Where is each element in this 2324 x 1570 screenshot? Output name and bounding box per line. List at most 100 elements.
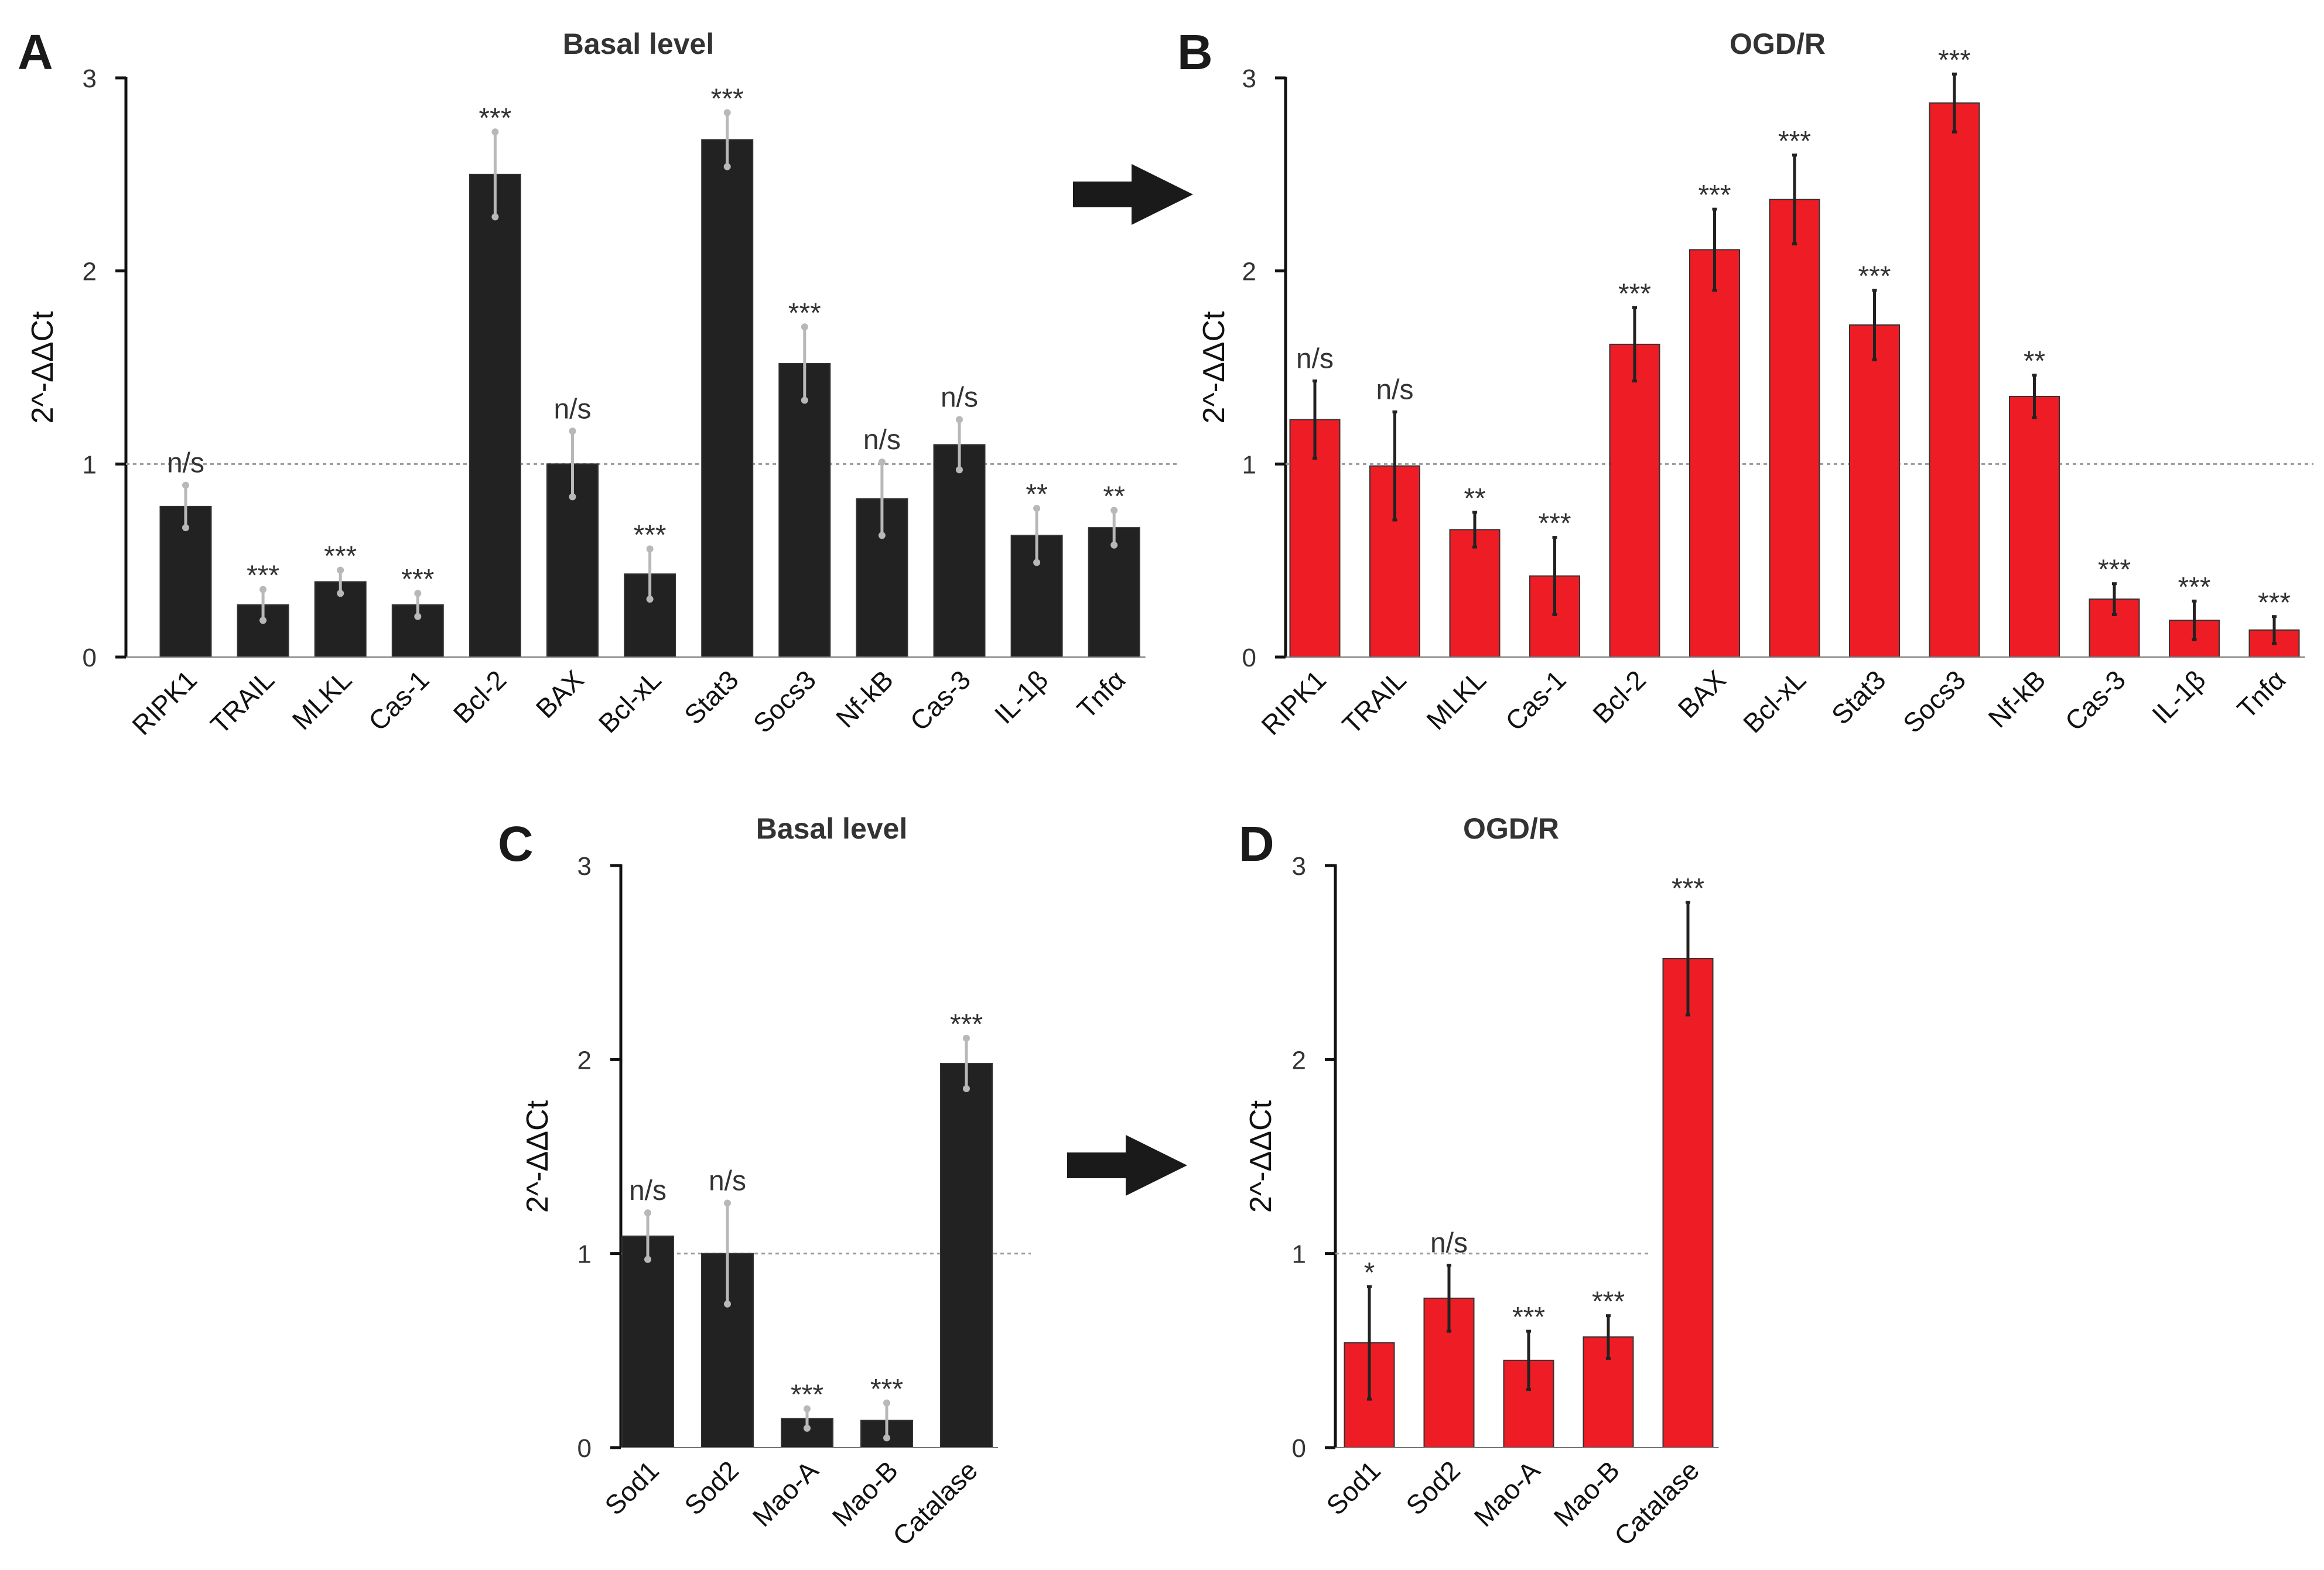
significance-label: n/s <box>1376 374 1413 405</box>
error-bar-cap <box>569 493 576 501</box>
error-bar-cap <box>337 590 344 597</box>
y-tick-label: 1 <box>83 450 97 479</box>
panel-letter: B <box>1177 25 1213 80</box>
x-tick-label: Sod2 <box>678 1455 744 1521</box>
bar-mlkl <box>1449 529 1501 658</box>
error-bar-cap <box>801 396 808 404</box>
x-tick-label: Bcl-2 <box>1587 664 1652 729</box>
significance-label: *** <box>1512 1302 1545 1333</box>
x-tick-label: Nf-kB <box>1982 664 2051 733</box>
y-tick-label: 3 <box>1292 852 1306 881</box>
bar-tnf <box>1088 527 1140 658</box>
significance-label: *** <box>479 102 511 134</box>
error-bar-cap <box>182 524 189 532</box>
significance-label: *** <box>1698 180 1731 211</box>
y-tick-label: 0 <box>1292 1434 1306 1463</box>
x-tick-label: Tnfα <box>1071 664 1132 724</box>
error-bar-cap <box>1033 505 1041 512</box>
bar-maob <box>1583 1336 1634 1448</box>
significance-label: *** <box>1592 1287 1625 1318</box>
error-bar-cap <box>414 590 422 597</box>
error-bar-cap <box>956 416 963 423</box>
bar-bclxl <box>1769 199 1820 658</box>
y-tick-label: 3 <box>83 64 97 93</box>
error-bar-cap <box>963 1085 970 1093</box>
x-tick-label: Stat3 <box>1826 664 1892 730</box>
significance-label: n/s <box>709 1166 746 1197</box>
error-bar-cap <box>644 1256 651 1263</box>
bar-socs3 <box>1929 102 1980 658</box>
x-tick-label: Sod2 <box>1400 1455 1466 1521</box>
significance-label: n/s <box>941 382 978 413</box>
chart-title: Basal level <box>563 28 715 60</box>
bar-stat3 <box>1849 324 1900 658</box>
chart-panel-b: B OGD/R 2^-ΔΔCt 0 1 2 3 n/s RIPK1 n/s TRAIL ** MLKL *… <box>1177 25 2313 741</box>
x-tick-label: Catalase <box>1608 1455 1705 1551</box>
y-axis-label: 2^-ΔΔCt <box>1197 311 1231 424</box>
x-tick-label: Mao-A <box>1468 1455 1546 1533</box>
x-tick-label: Bcl-2 <box>447 664 512 729</box>
y-tick-label: 2 <box>577 1046 592 1075</box>
bar-socs3 <box>778 362 831 658</box>
x-tick-label: Stat3 <box>678 664 744 730</box>
chart-panel-c: C Basal level 2^-ΔΔCt 0 1 2 3 n/s Sod1 n/s Sod2 ***… <box>498 812 1031 1551</box>
y-tick-label: 0 <box>577 1434 592 1463</box>
y-tick-label: 2 <box>1292 1046 1306 1075</box>
x-tick-label: Tnfα <box>2231 664 2291 724</box>
significance-label: n/s <box>1296 344 1334 375</box>
chart-panel-d: D OGD/R 2^-ΔΔCt 0 1 2 3 * Sod1 n/s Sod2 *** Mao-A ***… <box>1239 812 1719 1551</box>
y-tick-label: 3 <box>577 852 592 881</box>
right-arrow-icon <box>1073 164 1193 225</box>
x-tick-label: RIPK1 <box>1255 664 1332 741</box>
chart-title: OGD/R <box>1730 28 1826 60</box>
significance-label: n/s <box>629 1175 667 1206</box>
x-tick-label: Socs3 <box>1897 664 1971 738</box>
x-tick-label: Cas-1 <box>1499 664 1572 737</box>
x-tick-label: TRAIL <box>204 664 280 740</box>
x-tick-label: Cas-3 <box>2059 664 2132 737</box>
significance-label: ** <box>1103 481 1125 512</box>
error-bar-cap <box>646 596 654 603</box>
significance-label: *** <box>1672 873 1704 904</box>
error-bar-cap <box>724 1300 731 1308</box>
error-bar-cap <box>569 427 576 435</box>
x-tick-label: Sod1 <box>599 1455 665 1521</box>
significance-label: ** <box>1464 483 1485 514</box>
significance-label: *** <box>2258 587 2291 618</box>
chart-title: Basal level <box>756 812 908 845</box>
error-bar-cap <box>723 109 731 117</box>
panel-letter: C <box>498 816 534 871</box>
x-tick-label: BAX <box>1672 664 1732 724</box>
x-tick-label: TRAIL <box>1337 664 1412 740</box>
right-arrow-icon <box>1067 1135 1187 1196</box>
error-bar-cap <box>883 1399 890 1407</box>
significance-label: n/s <box>1430 1228 1468 1259</box>
error-bar-cap <box>878 532 886 539</box>
error-bar-cap <box>724 1199 731 1207</box>
error-bar-cap <box>491 128 499 136</box>
x-tick-label: Nf-kB <box>830 664 899 733</box>
y-tick-label: 3 <box>1242 64 1256 93</box>
y-tick-label: 2 <box>1242 258 1256 286</box>
significance-label: *** <box>634 519 667 550</box>
chart-title: OGD/R <box>1463 812 1559 845</box>
x-tick-label: BAX <box>530 664 590 724</box>
significance-label: *** <box>1538 508 1571 539</box>
error-bar-cap <box>1110 507 1118 514</box>
significance-label: *** <box>791 1380 823 1411</box>
x-tick-label: Sod1 <box>1320 1455 1386 1521</box>
significance-label: *** <box>1938 45 1971 76</box>
bar-bcl2 <box>1609 343 1660 658</box>
x-tick-label: Mao-B <box>1547 1455 1625 1533</box>
error-bar-cap <box>883 1434 890 1442</box>
significance-label: *** <box>1858 261 1891 292</box>
y-tick-label: 1 <box>1242 450 1256 479</box>
error-bar-cap <box>491 213 499 221</box>
y-tick-label: 2 <box>83 258 97 286</box>
bar-bcl2 <box>469 173 521 658</box>
y-tick-label: 0 <box>1242 644 1256 672</box>
bar-cas3 <box>933 444 986 658</box>
significance-label: *** <box>1618 278 1651 309</box>
significance-label: * <box>1364 1257 1375 1288</box>
x-tick-label: RIPK1 <box>126 664 203 741</box>
